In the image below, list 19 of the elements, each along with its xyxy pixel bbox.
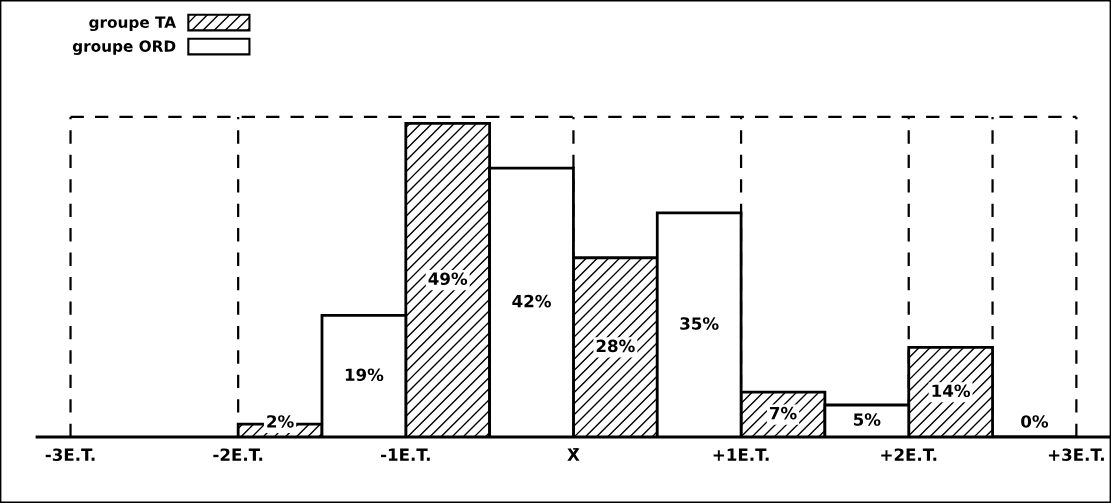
x-tick-label: +1E.T. (713, 448, 769, 461)
data-label: 7% (769, 406, 797, 420)
data-label: 0% (1021, 415, 1049, 428)
x-tick-label: +2E.T. (881, 448, 937, 461)
data-label: 35% (680, 317, 719, 330)
x-tick-label: -2E.T. (213, 448, 263, 461)
x-tick-label: -1E.T. (381, 448, 430, 461)
legend-label: groupe ORD (72, 40, 176, 55)
data-label: 14% (932, 384, 971, 398)
x-tick-label: +3E.T. (1048, 448, 1104, 462)
legend-label: groupe TA (89, 16, 177, 32)
data-label: 19% (345, 368, 384, 382)
x-tick-label: -3E.T. (45, 448, 95, 462)
x-tick-label: X̄ (567, 448, 580, 461)
data-label: 42% (512, 294, 551, 308)
data-label: 28% (596, 339, 635, 353)
data-label: 2% (267, 415, 294, 428)
data-label: 49% (428, 272, 468, 285)
data-label: 5% (853, 413, 881, 426)
